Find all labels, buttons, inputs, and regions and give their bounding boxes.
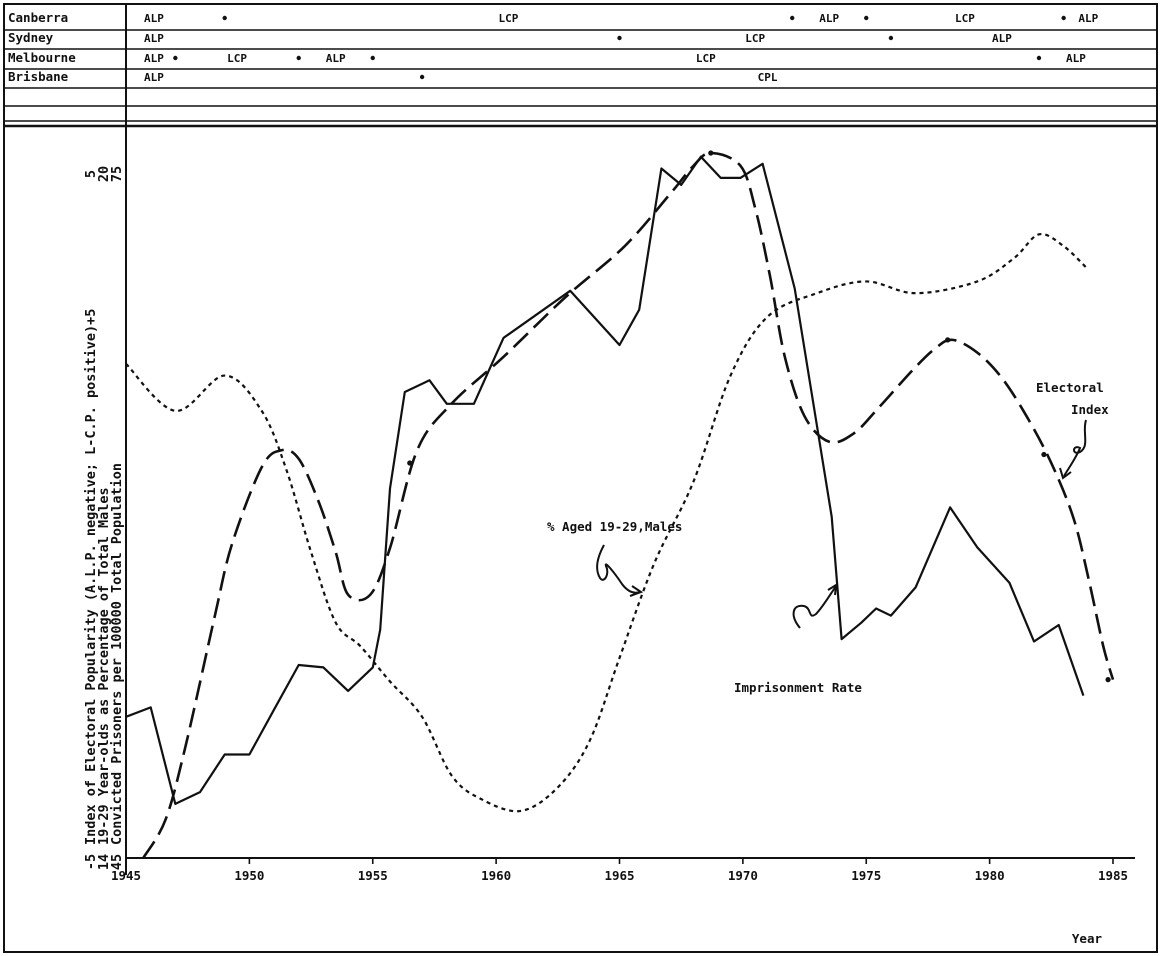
series-layer	[126, 150, 1113, 858]
government-change-marker	[223, 16, 227, 20]
chart-frame	[4, 4, 1157, 952]
x-tick-label: 1965	[604, 868, 634, 883]
city-label-brisbane: Brisbane	[8, 69, 69, 84]
party-label: ALP	[144, 12, 164, 25]
party-label: ALP	[1066, 52, 1086, 65]
city-label-canberra: Canberra	[8, 10, 68, 25]
government-table: Canberra ALP LCP ALP LCP ALP Sydney ALP LCP ALP Me…	[8, 10, 1099, 84]
party-label: LCP	[696, 52, 716, 65]
annotations-layer: % Aged 19-29,Males Imprisonment Rate Elect…	[547, 380, 1109, 695]
electoral-index-marker	[1105, 677, 1110, 682]
electoral-index-marker	[1041, 452, 1046, 457]
electoral-index-marker	[407, 460, 412, 465]
government-change-marker	[173, 56, 177, 60]
arrow-imprisonment-rate	[794, 586, 836, 628]
x-tick-label: 1970	[728, 868, 758, 883]
x-tick-label: 1975	[851, 868, 881, 883]
party-label: LCP	[745, 32, 765, 45]
y-axis-label-3: Convicted Prisoners per 100000 Total Pop…	[109, 463, 125, 845]
city-label-sydney: Sydney	[8, 30, 54, 45]
party-label: ALP	[144, 32, 164, 45]
party-label: ALP	[144, 71, 164, 84]
annotation-electoral: Electoral	[1036, 380, 1104, 395]
electoral-index-marker	[945, 337, 950, 342]
government-change-marker	[297, 56, 301, 60]
government-change-marker	[790, 16, 794, 20]
party-label: LCP	[955, 12, 975, 25]
party-label: ALP	[992, 32, 1012, 45]
x-tick-label: 1950	[234, 868, 264, 883]
x-tick-label: 1985	[1098, 868, 1128, 883]
city-label-melbourne: Melbourne	[8, 50, 76, 65]
government-change-marker	[864, 16, 868, 20]
arrow-electoral-index	[1064, 420, 1086, 476]
x-tick-label: 1980	[975, 868, 1005, 883]
government-change-marker	[420, 75, 424, 79]
x-axis-label: Year	[1072, 931, 1103, 946]
x-tick-label: 1955	[358, 868, 388, 883]
party-label: LCP	[227, 52, 247, 65]
electoral-index-marker	[708, 150, 713, 155]
government-change-marker	[617, 36, 621, 40]
party-label: ALP	[326, 52, 346, 65]
party-label: LCP	[499, 12, 519, 25]
party-label: ALP	[1078, 12, 1098, 25]
annotation-imprisonment-rate: Imprisonment Rate	[734, 680, 862, 695]
party-label: ALP	[819, 12, 839, 25]
annotation-aged-males: % Aged 19-29,Males	[547, 519, 682, 534]
government-change-marker	[889, 36, 893, 40]
government-change-marker	[1061, 16, 1065, 20]
annotation-index: Index	[1071, 402, 1109, 417]
arrow-aged-males	[597, 545, 640, 593]
axes-layer: 1945 1950 1955 1960 1965 1970 1975 1980 1985Year…	[83, 166, 1128, 946]
government-change-marker	[371, 56, 375, 60]
party-label: ALP	[144, 52, 164, 65]
series-line-electoral-index	[143, 153, 1113, 858]
party-label: CPL	[758, 71, 778, 84]
government-change-marker	[1037, 56, 1041, 60]
x-tick-label: 1960	[481, 868, 511, 883]
outer-border	[4, 4, 1157, 952]
series-line-imprisonment-rate	[126, 157, 1083, 804]
y-tick-label: 75	[109, 166, 125, 182]
y-tick-label: 45	[109, 854, 125, 870]
